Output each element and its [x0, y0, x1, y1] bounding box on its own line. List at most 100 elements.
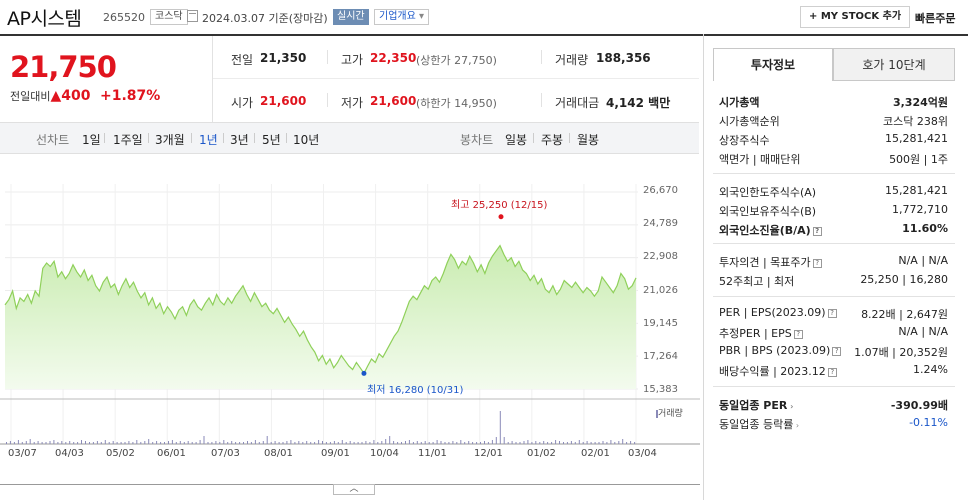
quick-order-button[interactable]: 빠른주문 [915, 12, 956, 25]
volume-bar [622, 439, 624, 444]
volume-bar [171, 440, 173, 444]
help-icon[interactable]: ? [793, 329, 803, 339]
per-eps-label: PER | EPS(2023.09) [719, 306, 826, 319]
my-stock-add-button[interactable]: + MY STOCK 추가 [800, 6, 911, 28]
volume-bar [124, 442, 126, 444]
volume-bar [21, 442, 23, 444]
foreign-holding-value: 1,772,710 [892, 203, 948, 216]
volume-bar [191, 442, 193, 444]
help-icon[interactable]: ? [827, 367, 837, 377]
company-info-dropdown[interactable]: 기업개요 ▾ [374, 9, 430, 25]
foreign-holding-label: 외국인보유주식수(B) [719, 205, 817, 218]
volume-legend: 거래량 [656, 406, 683, 419]
volume-bar [535, 441, 537, 444]
volume-bar [416, 441, 418, 444]
volume-bar [96, 441, 98, 444]
volume-bar [361, 442, 363, 444]
volume-bar [254, 440, 256, 444]
volume-bar [29, 439, 31, 444]
tab-invest-info[interactable]: 투자정보 [713, 48, 833, 81]
x-tick: 06/01 [157, 448, 186, 459]
panel-divider [713, 386, 955, 387]
sector-per-label[interactable]: 동일업종 PER [719, 399, 788, 412]
volume-bar [325, 442, 327, 444]
volume-bar [160, 442, 162, 444]
volume-bar [519, 442, 521, 444]
tab-1y[interactable]: 1년 [199, 133, 218, 147]
volume-bar [377, 442, 379, 444]
y-tick: 22,908 [643, 251, 678, 262]
x-tick: 11/01 [418, 448, 447, 459]
tab-daily[interactable]: 일봉 [505, 133, 528, 147]
help-icon[interactable]: ? [812, 258, 822, 268]
tab-10y[interactable]: 10년 [293, 133, 320, 147]
volume-bar [152, 442, 154, 444]
volume-bar [365, 441, 367, 444]
price-chart[interactable] [0, 154, 700, 484]
amount-unit: 백만 [648, 96, 671, 110]
prev-close-value: 21,350 [260, 51, 307, 65]
volume-bar [353, 442, 355, 444]
tab-1d[interactable]: 1일 [82, 133, 101, 147]
price-diff: 전일대비▲400 +1.87% [10, 88, 160, 104]
volume-bar [290, 440, 292, 444]
help-icon[interactable]: ? [812, 226, 822, 236]
volume-bar [401, 442, 402, 444]
tab-monthly[interactable]: 월봉 [577, 133, 600, 147]
volume-bar [480, 442, 481, 444]
sector-change-label[interactable]: 동일업종 등락률 [719, 418, 794, 431]
volume-bar [318, 440, 320, 444]
volume-bar [81, 440, 82, 444]
week52-value: 25,250 | 16,280 [860, 273, 948, 286]
x-tick: 03/04 [628, 448, 657, 459]
volume-bar [116, 442, 118, 444]
volume-bar [199, 440, 201, 444]
volume-bar [487, 442, 489, 444]
help-icon[interactable]: ? [832, 346, 842, 356]
high-label: 고가 [341, 53, 364, 67]
foreign-limit-value: 15,281,421 [885, 184, 948, 197]
help-icon[interactable]: ? [827, 308, 837, 318]
volume-bar [448, 442, 450, 444]
volume-bar [511, 441, 513, 444]
est-per-label: 추정PER | EPS [719, 327, 792, 340]
tab-5y[interactable]: 5년 [262, 133, 281, 147]
line-chart-label: 선차트 [36, 133, 70, 147]
x-tick: 09/01 [321, 448, 350, 459]
volume-bar [405, 441, 406, 444]
tab-weekly[interactable]: 주봉 [541, 133, 564, 147]
volume-bar [73, 442, 75, 444]
stock-code: 265520 [103, 11, 145, 24]
volume-bar [302, 442, 304, 444]
x-tick: 05/02 [106, 448, 135, 459]
volume-bar [239, 442, 241, 444]
volume-bar [412, 442, 414, 444]
per-eps-value: 8.22배 | 2,647원 [861, 308, 948, 321]
volume-bar [349, 441, 351, 444]
tab-1w[interactable]: 1주일 [113, 133, 143, 147]
tab-3m[interactable]: 3개월 [155, 133, 185, 147]
volume-bar [235, 442, 237, 444]
tab-separator [104, 133, 105, 143]
low-label: 저가 [341, 96, 364, 110]
opinion-value: N/A | N/A [898, 254, 948, 267]
x-tick: 04/03 [55, 448, 84, 459]
volume-bar [460, 440, 462, 444]
volume-bar [17, 440, 19, 444]
price-line [4, 244, 637, 375]
collapse-chart-button[interactable]: ︿ [333, 484, 375, 495]
dividend-label: 배당수익률 | 2023.12 [719, 365, 826, 378]
volume-bar [314, 442, 316, 444]
market-cap-rank-value: 코스닥 238위 [883, 115, 948, 128]
realtime-button[interactable]: 실시간 [333, 9, 369, 25]
volume-bar [495, 437, 497, 444]
volume-bar [432, 442, 434, 444]
stats-divider [213, 78, 699, 79]
volume-bar [144, 441, 146, 444]
tab-3y[interactable]: 3년 [230, 133, 249, 147]
volume-bar [89, 442, 90, 444]
volume-bar [464, 442, 466, 444]
tab-hoga-10[interactable]: 호가 10단계 [833, 48, 955, 81]
volume-bar [547, 442, 549, 444]
volume-bar [231, 441, 233, 444]
